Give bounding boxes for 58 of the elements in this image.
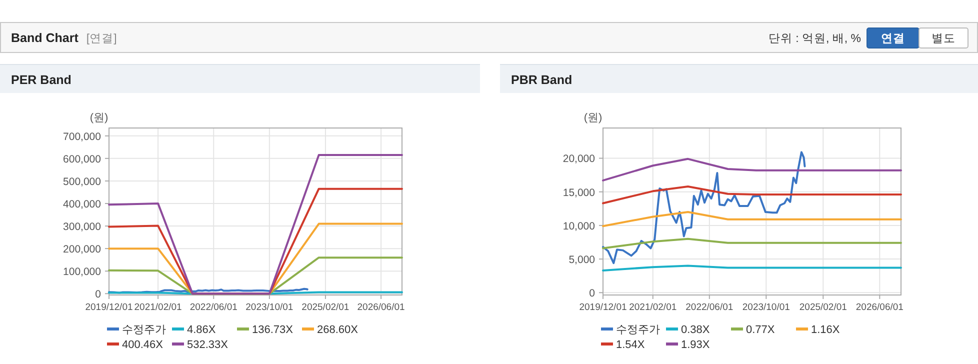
- x-tick-label: 2022/06/01: [190, 302, 238, 313]
- x-tick-label: 2019/12/01: [579, 302, 627, 313]
- y-tick-label: 0: [589, 288, 596, 300]
- x-tick-label: 2023/10/01: [742, 302, 790, 313]
- x-tick-label: 2022/06/01: [686, 302, 734, 313]
- y-tick-label: 200,000: [63, 244, 102, 256]
- chart-title: PER Band: [11, 73, 72, 87]
- x-tick-label: 2026/06/01: [856, 302, 904, 313]
- x-tick-label: 2019/12/01: [85, 302, 133, 313]
- text: Band Chart: [11, 31, 80, 45]
- x-tick-label: 2025/02/01: [799, 302, 847, 313]
- legend-item: 532.33X: [172, 339, 228, 351]
- y-tick-label: 10,000: [562, 220, 596, 232]
- legend-item: 1.16X: [796, 324, 840, 336]
- legend-label: 수정주가: [616, 324, 660, 336]
- y-axis-title: (원): [584, 112, 602, 124]
- legend-item: 수정주가: [601, 324, 660, 336]
- button: 별도: [918, 28, 968, 48]
- y-tick-label: 500,000: [63, 176, 102, 188]
- legend-label: 1.93X: [681, 339, 710, 351]
- x-tick-label: 2021/02/01: [629, 302, 677, 313]
- legend-item: 400.46X: [107, 339, 163, 351]
- legend-label: 0.77X: [746, 324, 776, 336]
- legend-label: 1.16X: [811, 324, 840, 336]
- y-tick-label: 0: [95, 288, 102, 301]
- legend-item: 0.38X: [666, 324, 710, 336]
- legend-item: 136.73X: [237, 324, 293, 336]
- legend-label: 1.54X: [616, 339, 646, 351]
- y-tick-label: 400,000: [63, 198, 102, 210]
- y-tick-label: 600,000: [63, 153, 102, 166]
- x-tick-label: 2021/02/01: [134, 302, 182, 313]
- y-tick-label: 15,000: [562, 186, 596, 199]
- legend-item: 1.93X: [666, 339, 710, 351]
- y-tick-label: 5,000: [568, 254, 596, 266]
- legend-item: 4.86X: [172, 324, 216, 336]
- y-tick-label: 100,000: [63, 266, 102, 278]
- y-tick-label: 300,000: [63, 221, 102, 234]
- legend-label: 400.46X: [122, 339, 164, 351]
- y-axis-title: (원): [90, 112, 108, 124]
- legend-item: 0.77X: [731, 324, 775, 336]
- legend-label: 532.33X: [187, 339, 229, 351]
- legend-label: 268.60X: [317, 324, 359, 336]
- button-active: 연결: [866, 28, 920, 48]
- legend-item: 268.60X: [302, 324, 358, 336]
- legend-item: 수정주가: [107, 324, 166, 336]
- legend-label: 4.86X: [187, 324, 216, 336]
- x-tick-label: 2023/10/01: [246, 302, 294, 313]
- legend-label: 0.38X: [681, 324, 710, 336]
- legend-label: 수정주가: [122, 324, 166, 336]
- chart-title: PBR Band: [511, 73, 572, 87]
- y-tick-label: 20,000: [562, 153, 596, 166]
- text: 단위 : 억원, 배, %: [768, 33, 861, 45]
- text: [연결]: [86, 33, 117, 45]
- y-tick-label: 700,000: [63, 130, 102, 143]
- x-tick-label: 2025/02/01: [302, 302, 350, 313]
- x-tick-label: 2026/06/01: [357, 302, 405, 313]
- legend-item: 1.54X: [601, 339, 645, 351]
- legend-label: 136.73X: [252, 324, 294, 336]
